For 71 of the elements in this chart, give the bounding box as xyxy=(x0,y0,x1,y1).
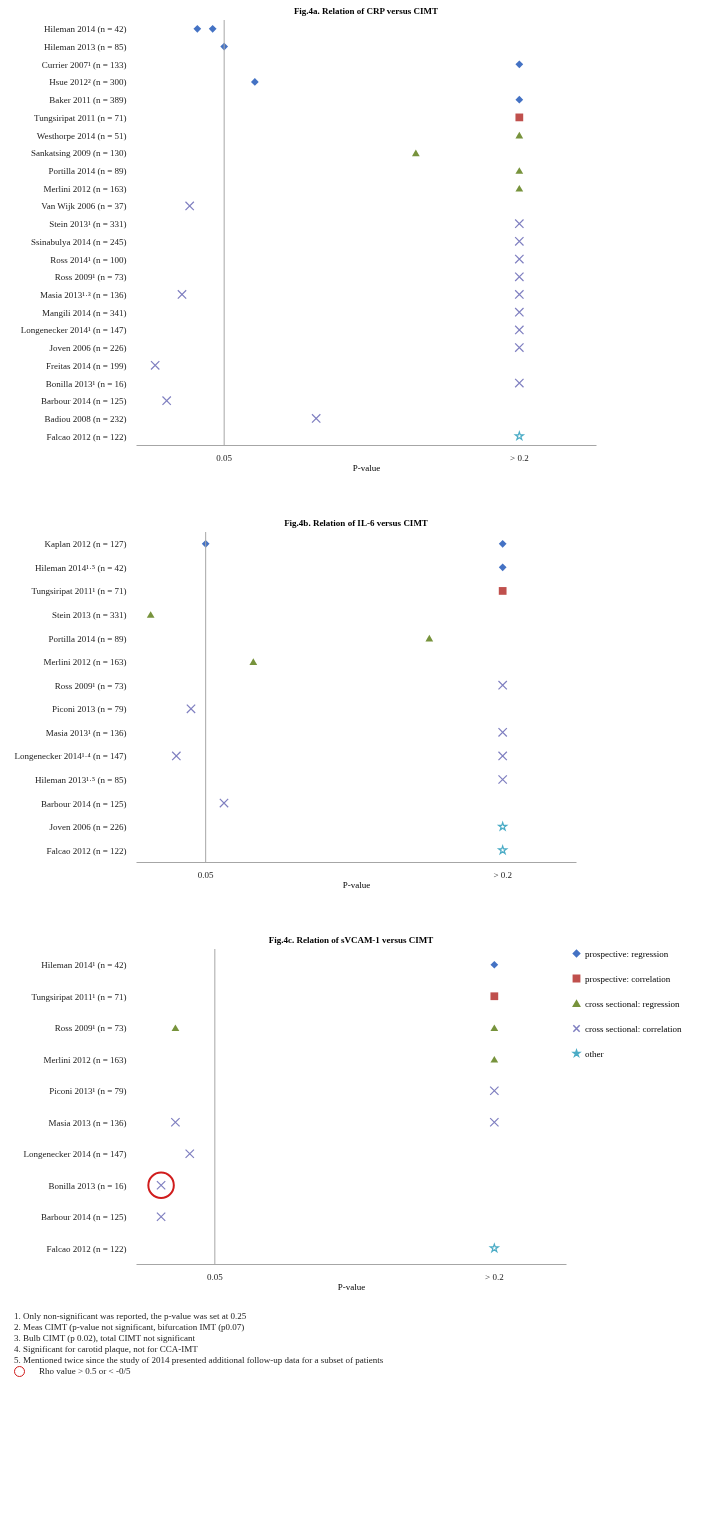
y-tick-label: Van Wijk 2006 (n = 37) xyxy=(41,201,127,212)
y-tick-label: Portilla 2014 (n = 89) xyxy=(48,633,127,644)
text: 3. Bulb CIMT (p 0.02), total CIMT not significant xyxy=(14,1333,196,1344)
y-tick-label: Currier 2007¹ (n = 133) xyxy=(41,59,127,70)
y-tick-label: Joven 2006 (n = 226) xyxy=(49,822,127,833)
y-tick-label: Badiou 2008 (n = 232) xyxy=(44,413,127,424)
y-tick-label: Joven 2006 (n = 226) xyxy=(49,343,127,354)
y-tick-label: Ross 2009¹ (n = 73) xyxy=(54,272,127,283)
y-tick-label: Hileman 2014¹ (n = 42) xyxy=(41,960,127,971)
y-tick-label: Barbour 2014 (n = 125) xyxy=(40,396,127,407)
x-axis-title: P-value xyxy=(342,879,371,890)
legend-label: prospective: correlation xyxy=(585,973,671,984)
y-tick-label: Ross 2009¹ (n = 73) xyxy=(54,680,127,691)
y-tick-label: Baker 2011 (n = 389) xyxy=(49,95,127,106)
y-tick-label: Ross 2009¹ (n = 73) xyxy=(54,1023,127,1034)
y-tick-label: Masia 2013¹ (n = 136) xyxy=(45,727,127,738)
y-tick-label: Hsue 2012² (n = 300) xyxy=(49,77,127,88)
y-tick-label: Bonilla 2013¹ (n = 16) xyxy=(45,378,127,389)
y-tick-label: Longenecker 2014¹·⁴ (n = 147) xyxy=(14,751,127,762)
y-tick-label: Merlini 2012 (n = 163) xyxy=(43,1054,127,1065)
text: > 0.2 xyxy=(485,1272,504,1282)
y-tick-label: Westhorpe 2014 (n = 51) xyxy=(36,130,127,141)
y-tick-label: Portilla 2014 (n = 89) xyxy=(48,166,127,177)
chart-title: Fig.4b. Relation of IL-6 versus CIMT xyxy=(284,517,428,528)
y-tick-label: Tungsiripat 2011¹ (n = 71) xyxy=(31,586,127,597)
y-tick-label: Falcao 2012 (n = 122) xyxy=(46,845,127,856)
y-tick-label: Piconi 2013¹ (n = 79) xyxy=(49,1086,127,1097)
y-tick-label: Kaplan 2012 (n = 127) xyxy=(44,539,127,550)
legend-label: other xyxy=(585,1048,604,1059)
y-tick-label: Falcao 2012 (n = 122) xyxy=(46,1243,127,1254)
text: 2. Meas CIMT (p-value not significant, bifurcation IMT (p0.07) xyxy=(14,1322,246,1333)
text: 0.05 xyxy=(206,1272,224,1282)
y-tick-label: Longenecker 2014¹ (n = 147) xyxy=(20,325,127,336)
y-tick-label: Tungsiripat 2011 (n = 71) xyxy=(34,112,127,123)
y-tick-label: Longenecker 2014 (n = 147) xyxy=(23,1149,127,1160)
y-tick-label: Masia 2013¹·³ (n = 136) xyxy=(40,289,127,300)
y-tick-label: Masia 2013 (n = 136) xyxy=(48,1117,127,1128)
y-tick-label: Ross 2014¹ (n = 100) xyxy=(50,254,127,265)
chart-title: Fig.4a. Relation of CRP versus CIMT xyxy=(293,5,439,16)
y-tick-label: Ssinabulya 2014 (n = 245) xyxy=(30,236,127,247)
y-tick-label: Merlini 2012 (n = 163) xyxy=(43,183,127,194)
y-tick-label: Barbour 2014 (n = 125) xyxy=(40,798,127,809)
y-tick-label: Stein 2013¹ (n = 331) xyxy=(49,219,127,230)
chart-title: Fig.4c. Relation of sVCAM-1 versus CIMT xyxy=(268,934,434,945)
y-tick-label: Sankatsing 2009 (n = 130) xyxy=(30,148,127,159)
text: 5. Mentioned twice since the study of 2014 presented additional follow-up data for a subset of patients xyxy=(14,1355,385,1366)
y-tick-label: Bonilla 2013 (n = 16) xyxy=(48,1180,127,1191)
text: 0.05 xyxy=(216,453,233,463)
y-tick-label: Merlini 2012 (n = 163) xyxy=(43,657,127,668)
text: 4. Significant for carotid plaque, not for CCA-IMT xyxy=(14,1344,199,1355)
y-tick-label: Hileman 2014¹·⁵ (n = 42) xyxy=(35,562,127,573)
legend-label: cross sectional: regression xyxy=(585,998,680,1009)
y-tick-label: Piconi 2013 (n = 79) xyxy=(51,704,127,715)
x-axis-title: P-value xyxy=(352,462,381,473)
x-axis-title: P-value xyxy=(337,1281,366,1292)
text: 0.05 xyxy=(197,870,215,880)
y-tick-label: Hileman 2014 (n = 42) xyxy=(43,24,127,35)
legend-label: cross sectional: correlation xyxy=(585,1023,682,1034)
y-tick-label: Freitas 2014 (n = 199) xyxy=(45,360,127,371)
y-tick-label: Stein 2013 (n = 331) xyxy=(51,610,127,620)
text: 1. Only non-significant was reported, the p-value was set at 0.25 xyxy=(14,1311,248,1322)
legend-label: prospective: regression xyxy=(585,948,669,959)
legend-label: Rho value > 0.5 or < -0/5 xyxy=(39,1366,131,1377)
text: > 0.2 xyxy=(510,453,529,463)
y-tick-label: Tungsiripat 2011¹ (n = 71) xyxy=(31,991,127,1002)
text: > 0.2 xyxy=(493,870,512,880)
y-tick-label: Hileman 2013 (n = 85) xyxy=(43,42,127,53)
y-tick-label: Barbour 2014 (n = 125) xyxy=(40,1212,127,1223)
y-tick-label: Hileman 2013¹·⁵ (n = 85) xyxy=(35,775,127,785)
y-tick-label: Falcao 2012 (n = 122) xyxy=(46,431,127,442)
y-tick-label: Mangili 2014 (n = 341) xyxy=(41,307,127,318)
